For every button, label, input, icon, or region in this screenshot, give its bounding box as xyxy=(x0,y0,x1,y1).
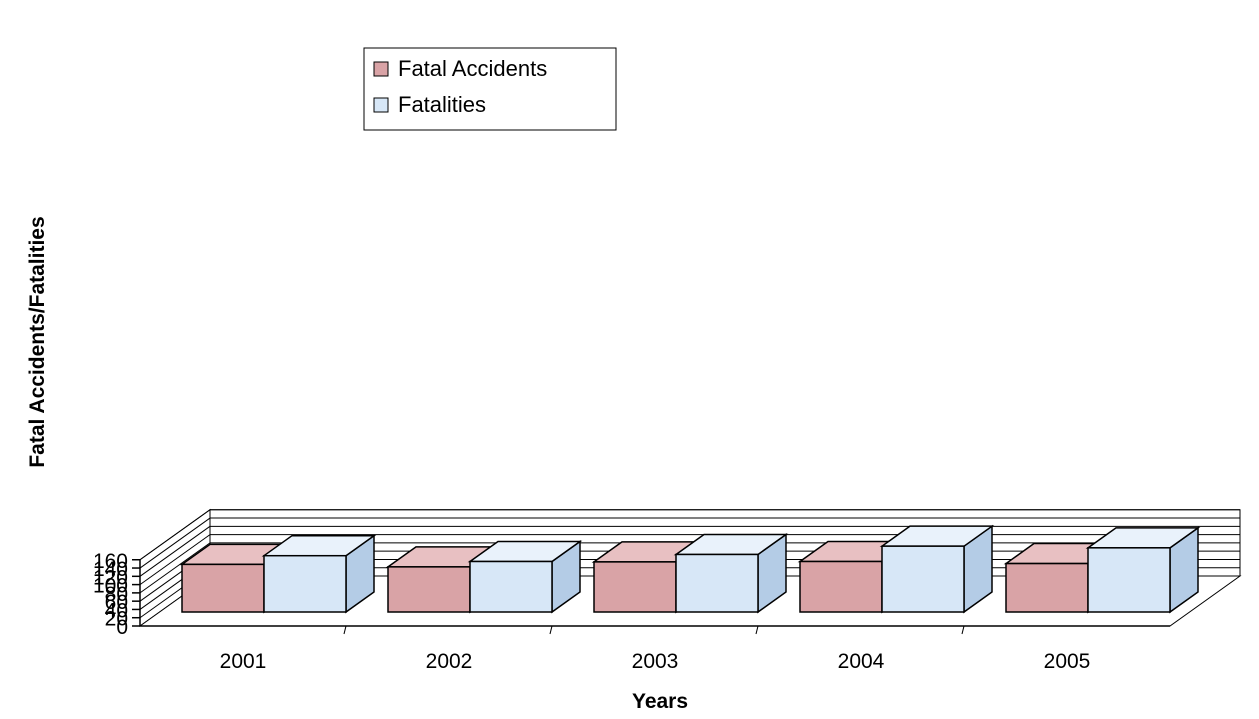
bar-fatalities-2001 xyxy=(261,534,377,614)
x-tick-label: 2003 xyxy=(632,650,679,673)
x-tick-labels: 2001 2002 2003 2004 2005 xyxy=(220,650,1091,673)
x-tick-mark xyxy=(343,625,347,635)
y-tick-label: 40 xyxy=(105,599,128,622)
y-tick-label: 100 xyxy=(93,575,128,598)
bar-fatalities-2003 xyxy=(673,532,789,614)
bar-front xyxy=(1005,562,1089,613)
bar-front xyxy=(675,553,759,613)
x-axis-title: Years xyxy=(632,690,688,713)
x-tick-label: 2005 xyxy=(1044,650,1091,673)
y-tick-label: 80 xyxy=(105,583,128,606)
bar-front xyxy=(799,560,883,613)
bar-fatalities-2005 xyxy=(1085,526,1201,614)
bar-fatalities-2002 xyxy=(467,540,583,614)
bars xyxy=(179,524,1201,614)
x-tick-mark xyxy=(755,625,759,635)
y-tick-label: 20 xyxy=(105,608,128,631)
y-tick-label: 120 xyxy=(93,566,128,589)
bar-front xyxy=(1087,547,1171,613)
gridline-side xyxy=(139,542,211,594)
legend-swatch-fatal-accidents xyxy=(373,61,389,77)
y-tick-label: 160 xyxy=(93,550,128,573)
x-tick-label: 2001 xyxy=(220,650,267,673)
gridline-side xyxy=(139,525,211,577)
bar-front xyxy=(469,560,553,613)
gridline-side xyxy=(139,509,211,561)
y-tick-label: 140 xyxy=(93,558,128,581)
x-tick-mark xyxy=(549,625,553,635)
bar-front xyxy=(593,561,677,613)
gridline-side xyxy=(139,534,211,586)
y-tick-label: 60 xyxy=(105,591,128,614)
y-tick-label: 0 xyxy=(116,616,128,639)
x-tick-label: 2002 xyxy=(426,650,473,673)
gridline-side xyxy=(139,517,211,569)
legend-label-fatal-accidents: Fatal Accidents xyxy=(398,56,547,81)
y-axis-title: Fatal Accidents/Fatalities xyxy=(26,216,49,467)
bar-front xyxy=(181,563,265,613)
legend: Fatal Accidents Fatalities xyxy=(363,47,617,131)
bar-fatalities-2004 xyxy=(879,524,995,614)
bar-front xyxy=(263,554,347,613)
axes xyxy=(132,559,1170,635)
x-tick-label: 2004 xyxy=(838,650,885,673)
bar-front xyxy=(881,545,965,613)
x-tick-mark xyxy=(961,625,965,635)
legend-swatch-fatalities xyxy=(373,97,389,113)
legend-box xyxy=(363,47,617,131)
bar-front xyxy=(387,566,471,613)
legend-label-fatalities: Fatalities xyxy=(398,92,486,117)
